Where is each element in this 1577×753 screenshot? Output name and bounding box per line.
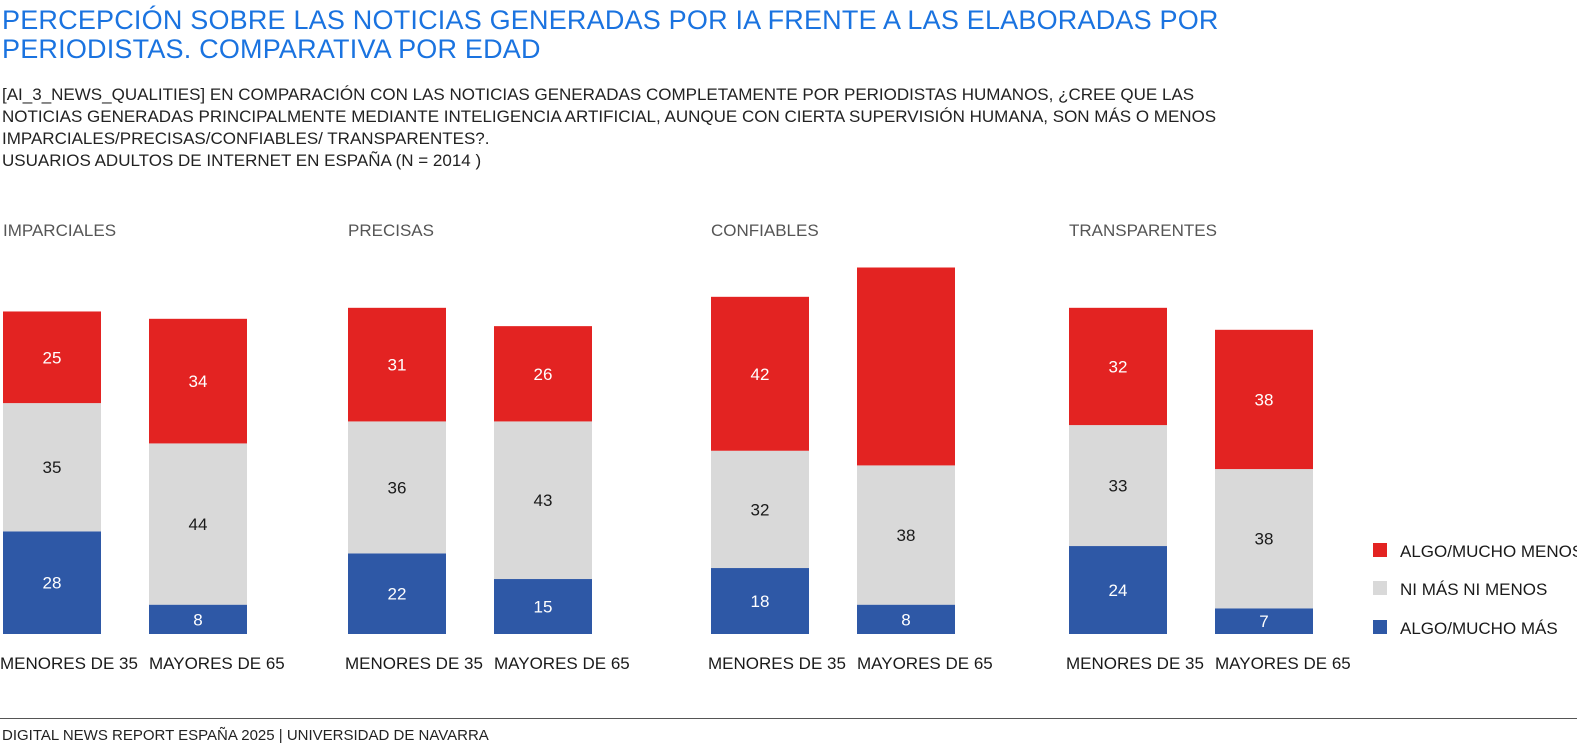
panel-title-imparciales: IMPARCIALES bbox=[3, 221, 116, 240]
data-label-more: 8 bbox=[193, 610, 202, 629]
data-label-neutral: 38 bbox=[897, 526, 916, 545]
bar-segment-less bbox=[711, 296, 809, 451]
footer-divider bbox=[0, 718, 1577, 719]
bar-segment-less bbox=[3, 311, 101, 404]
panel-title-confiables: CONFIABLES bbox=[711, 221, 819, 240]
panel-title-precisas: PRECISAS bbox=[348, 221, 434, 240]
bar-segment-less bbox=[149, 318, 247, 444]
bar-segment-neutral bbox=[3, 403, 101, 532]
bar-segment-less bbox=[348, 307, 446, 422]
sample-note: USUARIOS ADULTOS DE INTERNET EN ESPAÑA (… bbox=[2, 151, 482, 170]
data-label-more: 24 bbox=[1109, 581, 1128, 600]
legend-swatch-less bbox=[1373, 543, 1387, 557]
bar-segment-more bbox=[348, 553, 446, 634]
category-label: MAYORES DE 65 bbox=[857, 654, 993, 673]
bar-segment-neutral bbox=[494, 421, 592, 580]
bar-segment-more bbox=[711, 568, 809, 634]
data-label-neutral: 38 bbox=[1255, 530, 1274, 549]
data-label-neutral: 36 bbox=[388, 478, 407, 497]
data-label-less: 25 bbox=[43, 348, 62, 367]
category-label: MENORES DE 35 bbox=[0, 654, 138, 673]
data-label-more: 18 bbox=[751, 592, 770, 611]
bar-segment-less bbox=[857, 267, 955, 466]
category-label: MENORES DE 35 bbox=[1066, 654, 1204, 673]
legend-swatch-neutral bbox=[1373, 581, 1387, 595]
category-label: MAYORES DE 65 bbox=[1215, 654, 1351, 673]
category-label: MENORES DE 35 bbox=[345, 654, 483, 673]
category-label: MAYORES DE 65 bbox=[149, 654, 285, 673]
data-label-neutral: 33 bbox=[1109, 477, 1128, 496]
data-label-neutral: 35 bbox=[43, 458, 62, 477]
bar-segment-neutral bbox=[149, 443, 247, 605]
data-label-more: 8 bbox=[901, 610, 910, 629]
bar-segment-neutral bbox=[711, 450, 809, 569]
bar-segment-less bbox=[1069, 307, 1167, 426]
data-label-less: 32 bbox=[1109, 357, 1128, 376]
stacked-bar-chart: IMPARCIALES 28 35 25 MENORES DE 35 8 44 34 MAYOR… bbox=[0, 221, 1577, 673]
data-label-more: 7 bbox=[1259, 612, 1268, 631]
footer-source: DIGITAL NEWS REPORT ESPAÑA 2025 | UNIVER… bbox=[2, 727, 489, 744]
bar-segment-more bbox=[857, 604, 955, 634]
data-label-neutral: 32 bbox=[751, 500, 770, 519]
data-label-neutral: 43 bbox=[534, 491, 553, 510]
data-label-less: 42 bbox=[751, 365, 770, 384]
bar-segment-neutral bbox=[1069, 425, 1167, 547]
bar-segment-less bbox=[494, 326, 592, 422]
bar-segment-neutral bbox=[348, 421, 446, 554]
category-label: MENORES DE 35 bbox=[708, 654, 846, 673]
bar-segment-less bbox=[1215, 329, 1313, 470]
panel-title-transparentes: TRANSPARENTES bbox=[1069, 221, 1217, 240]
data-label-less: 38 bbox=[1255, 390, 1274, 409]
data-label-more: 22 bbox=[388, 585, 407, 604]
chart-title: PERCEPCIÓN SOBRE LAS NOTICIAS GENERADAS … bbox=[2, 5, 1219, 64]
data-label-more: 28 bbox=[43, 574, 62, 593]
legend-label-neutral: NI MÁS NI MENOS bbox=[1400, 580, 1547, 599]
legend-label-less: ALGO/MUCHO MENOS bbox=[1400, 542, 1577, 561]
bar-segment-more bbox=[494, 579, 592, 634]
legend-swatch-more bbox=[1373, 620, 1387, 634]
question-text: [AI_3_NEWS_QUALITIES] EN COMPARACIÓN CON… bbox=[2, 85, 1217, 148]
bar-segment-more bbox=[3, 531, 101, 634]
data-label-less: 34 bbox=[189, 372, 208, 391]
legend-label-more: ALGO/MUCHO MÁS bbox=[1400, 619, 1558, 638]
data-label-more: 15 bbox=[534, 598, 553, 617]
data-label-neutral: 44 bbox=[189, 515, 208, 534]
bar-segment-more bbox=[149, 604, 247, 634]
bar-segment-neutral bbox=[1215, 469, 1313, 609]
bar-segment-more bbox=[1069, 546, 1167, 634]
data-label-less: 31 bbox=[388, 356, 407, 375]
bar-segment-neutral bbox=[857, 465, 955, 605]
bar-segment-more bbox=[1215, 608, 1313, 634]
category-label: MAYORES DE 65 bbox=[494, 654, 630, 673]
data-label-less: 26 bbox=[534, 365, 553, 384]
